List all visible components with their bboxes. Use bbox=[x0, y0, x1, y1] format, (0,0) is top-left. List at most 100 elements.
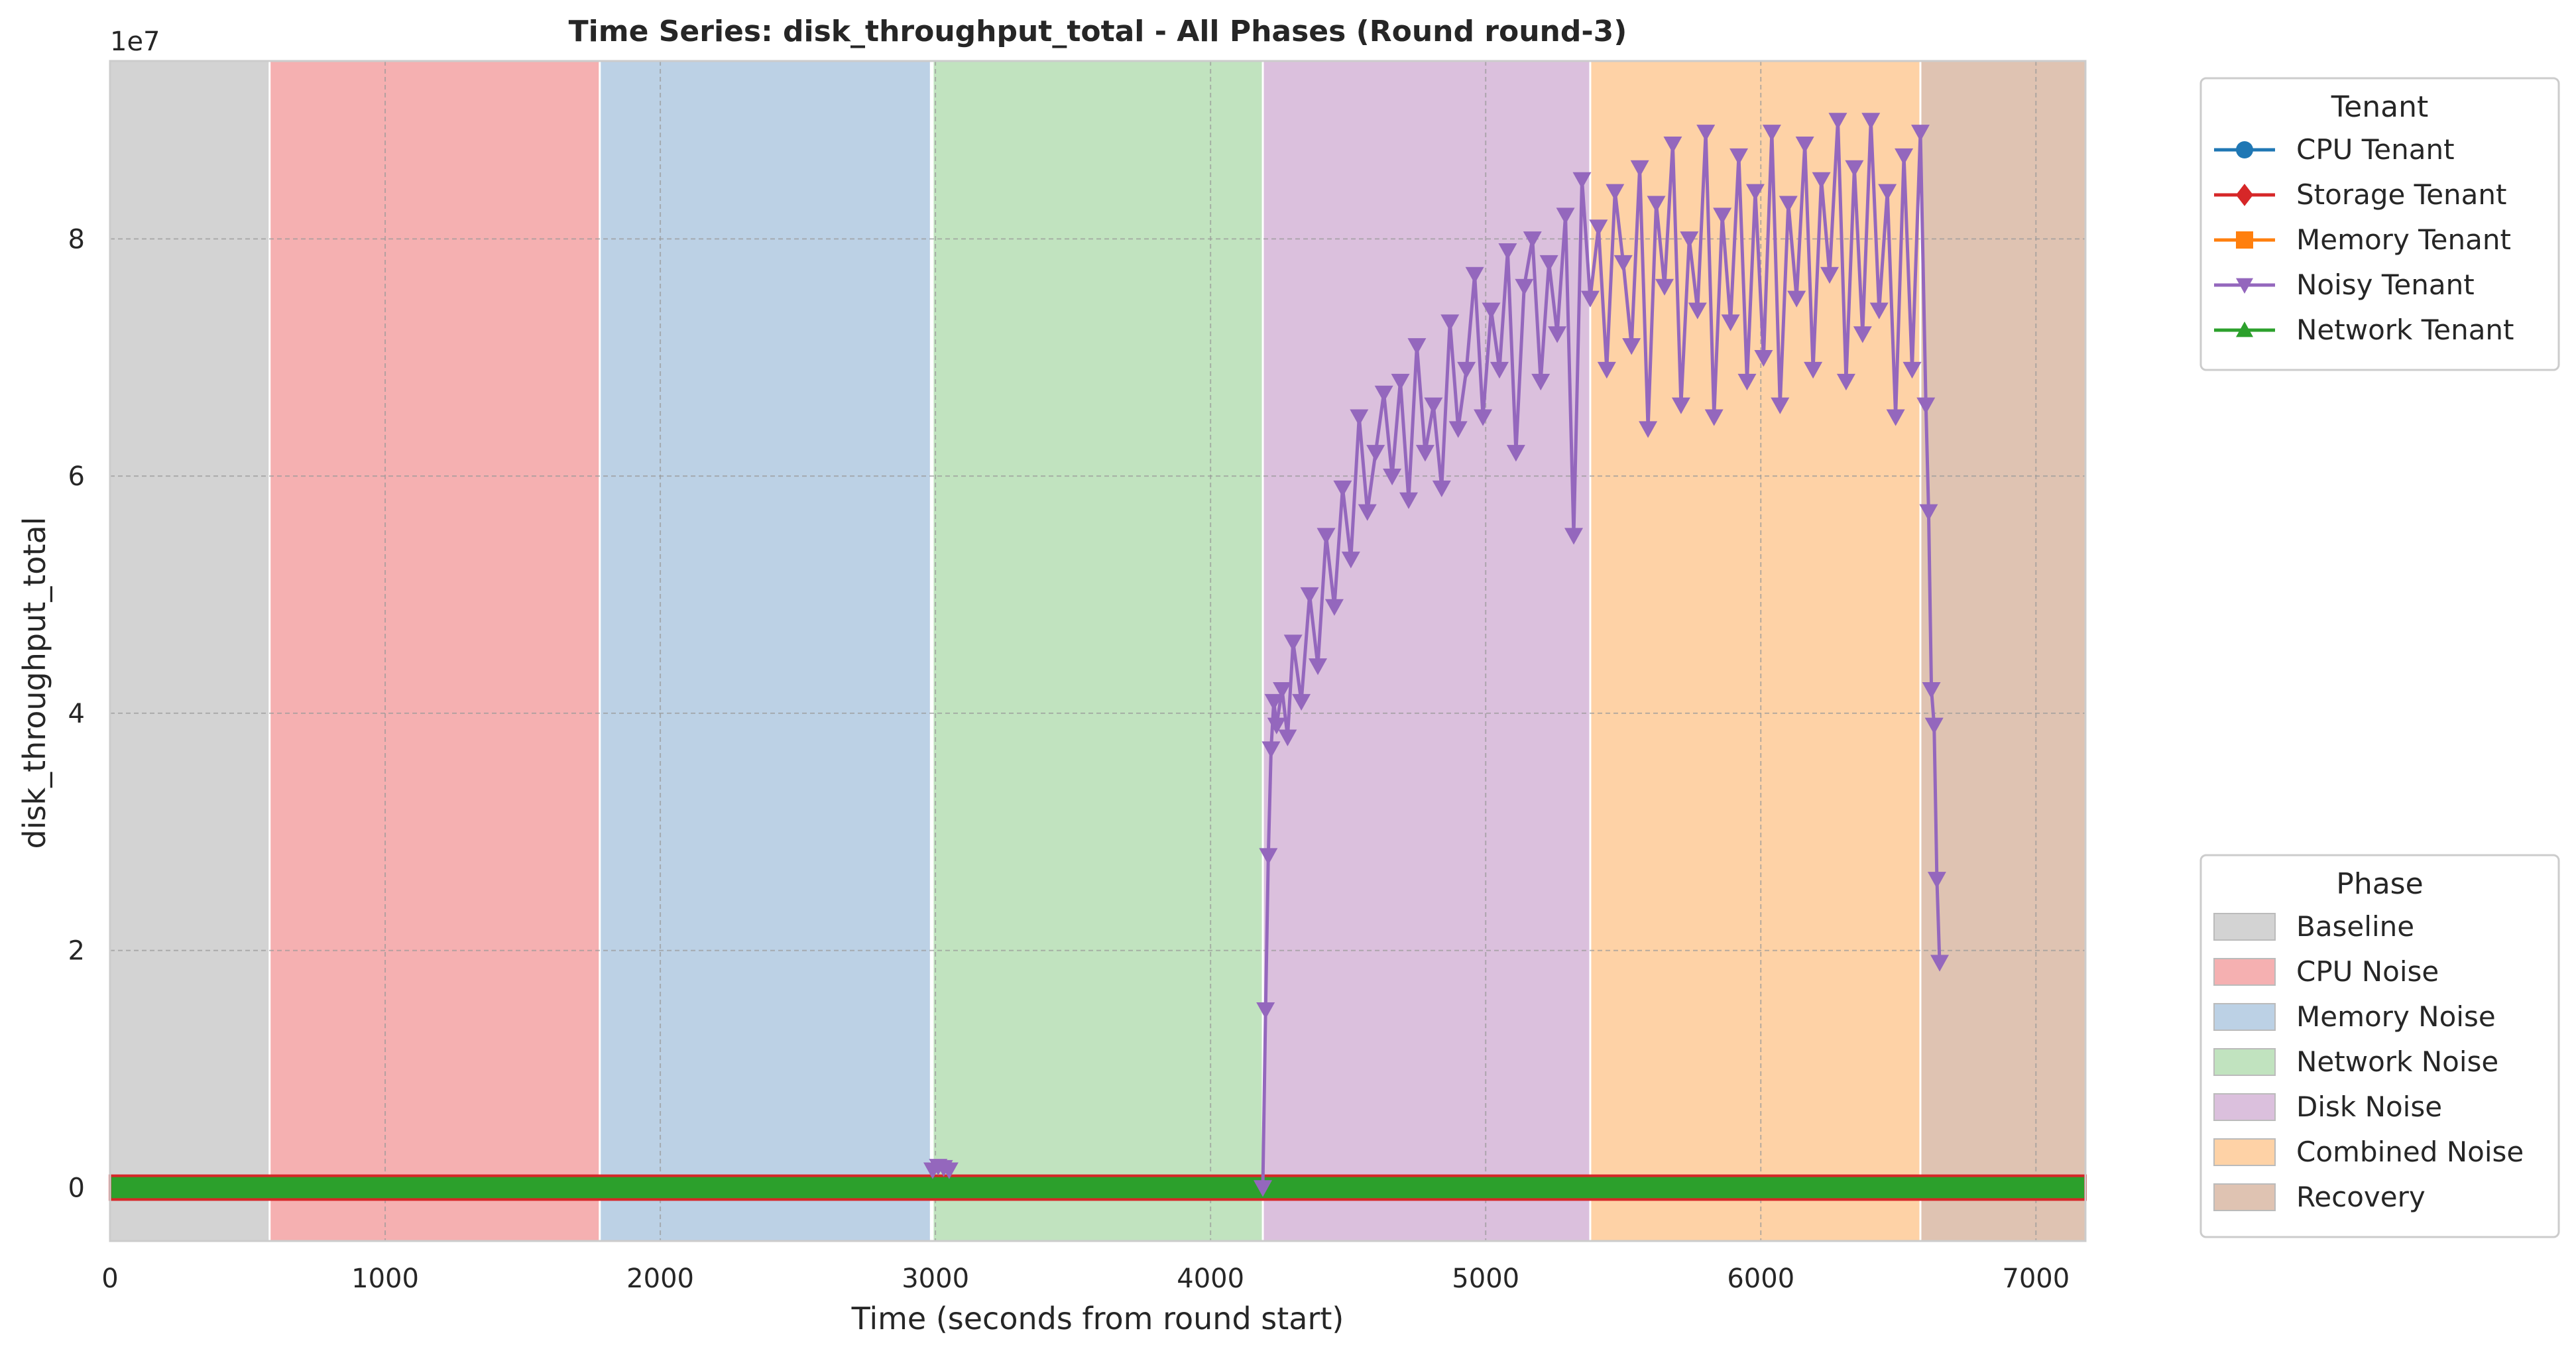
noisy-tenant-point-52 bbox=[1613, 255, 1633, 272]
noisy-tenant-point-94 bbox=[1930, 955, 1950, 972]
noisy-tenant-point-7 bbox=[1261, 741, 1281, 758]
noisy-tenant-point-74 bbox=[1795, 137, 1814, 154]
noisy-tenant-point-36 bbox=[1482, 302, 1501, 320]
noisy-tenant-point-9 bbox=[1267, 717, 1286, 735]
noisy-tenant-point-47 bbox=[1572, 172, 1592, 189]
noisy-tenant-point-22 bbox=[1366, 445, 1385, 462]
plot-frame bbox=[109, 60, 2087, 1242]
noisy-tenant-point-59 bbox=[1671, 397, 1690, 414]
noisy-tenant-point-35 bbox=[1474, 409, 1493, 426]
phase-legend-swatch-3 bbox=[2213, 1048, 2276, 1076]
noisy-tenant-point-17 bbox=[1324, 599, 1344, 616]
phase-legend-label-4: Disk Noise bbox=[2296, 1091, 2442, 1123]
phase-band-4 bbox=[1263, 61, 1590, 1241]
noisy-tenant-point-67 bbox=[1737, 373, 1757, 391]
chart-title: Time Series: disk_throughput_total - All… bbox=[569, 15, 1627, 48]
noisy-tenant-point-92 bbox=[1924, 717, 1944, 735]
noisy-tenant-point-34 bbox=[1465, 266, 1484, 284]
phase-legend-swatch-2 bbox=[2213, 1003, 2276, 1031]
x-tick-label-0: 0 bbox=[101, 1264, 118, 1294]
noisy-tenant-point-12 bbox=[1283, 634, 1303, 652]
noisy-tenant-point-43 bbox=[1539, 255, 1558, 272]
noisy-tenant-point-29 bbox=[1424, 397, 1443, 414]
noisy-tenant-point-33 bbox=[1457, 361, 1476, 379]
phase-legend-box bbox=[2199, 854, 2560, 1238]
noisy-tenant-point-18 bbox=[1333, 480, 1352, 498]
phase-legend-label-6: Recovery bbox=[2296, 1181, 2426, 1213]
noisy-tenant-point-31 bbox=[1440, 314, 1460, 331]
tenant-legend-label-2: Memory Tenant bbox=[2296, 223, 2511, 256]
noisy-tenant-point-82 bbox=[1861, 113, 1881, 130]
y-tick-label-2: 4 bbox=[68, 699, 85, 729]
tenant-legend: Tenant CPU Tenant Storage Tenant Memory Ten… bbox=[2199, 77, 2560, 371]
noisy-tenant-point-76 bbox=[1812, 172, 1831, 189]
noisy-tenant-point-62 bbox=[1696, 125, 1716, 142]
noisy-tenant-point-66 bbox=[1729, 148, 1749, 166]
x-tick-label-4: 4000 bbox=[1177, 1264, 1244, 1294]
phase-legend-title: Phase bbox=[2336, 867, 2423, 901]
series-layer bbox=[109, 113, 2087, 1201]
noisy-tenant-point-54 bbox=[1630, 160, 1649, 178]
noisy-tenant-point-49 bbox=[1589, 219, 1608, 237]
noisy-tenant-point-38 bbox=[1498, 243, 1517, 261]
noisy-tenant-point-32 bbox=[1448, 421, 1468, 438]
phase-band-1 bbox=[269, 61, 600, 1241]
phase-legend-swatch-6 bbox=[2213, 1183, 2276, 1211]
noisy-tenant-point-50 bbox=[1597, 361, 1616, 379]
noisy-tenant-point-21 bbox=[1358, 504, 1377, 521]
noisy-tenant-point-37 bbox=[1490, 361, 1509, 379]
tenant-legend-marker-4 bbox=[2236, 322, 2253, 337]
phase-legend-label-3: Network Noise bbox=[2296, 1045, 2498, 1078]
noisy-tenant-point-80 bbox=[1845, 160, 1864, 178]
tenant-legend-title: Tenant bbox=[2331, 90, 2428, 124]
noisy-tenant-point-93 bbox=[1927, 872, 1946, 889]
tenant-legend-box bbox=[2199, 77, 2560, 371]
noisy-tenant-point-70 bbox=[1762, 125, 1781, 142]
noisy-tenant-point-78 bbox=[1828, 113, 1847, 130]
phase-band-2 bbox=[599, 61, 930, 1241]
tenant-legend-marker-3 bbox=[2236, 278, 2253, 294]
phase-legend: Phase Baseline CPU Noise Memory Noise Networ… bbox=[2199, 854, 2560, 1238]
noisy-tenant-point-14 bbox=[1300, 587, 1319, 605]
series-network-tenant bbox=[109, 1174, 2087, 1201]
noisy-tenant-point-23 bbox=[1374, 385, 1393, 402]
noisy-tenant-point-90 bbox=[1919, 504, 1938, 521]
noisy-tenant-point-85 bbox=[1886, 409, 1905, 426]
phase-band-3 bbox=[932, 61, 1263, 1241]
x-tick-label-1: 1000 bbox=[351, 1264, 419, 1294]
noisy-tenant-point-65 bbox=[1721, 314, 1740, 331]
x-tick-label-6: 6000 bbox=[1727, 1264, 1794, 1294]
tenant-legend-marker-2 bbox=[2236, 231, 2253, 249]
y-tick-label-1: 2 bbox=[68, 936, 85, 967]
phase-legend-swatch-1 bbox=[2213, 958, 2276, 986]
noisy-tenant-point-4 bbox=[1254, 1180, 1273, 1197]
noisy-tenant-point-69 bbox=[1754, 350, 1773, 367]
noisy-tenant-point-61 bbox=[1688, 302, 1707, 320]
phase-band-6 bbox=[1920, 61, 2085, 1241]
noisy-tenant-point-60 bbox=[1680, 231, 1699, 249]
tenant-legend-marker-1 bbox=[2236, 184, 2253, 206]
noisy-tenant-point-3 bbox=[939, 1162, 959, 1179]
tenant-legend-label-0: CPU Tenant bbox=[2296, 133, 2455, 166]
noisy-tenant-point-8 bbox=[1264, 693, 1283, 711]
noisy-tenant-point-63 bbox=[1704, 409, 1724, 426]
noisy-tenant-point-44 bbox=[1548, 326, 1567, 343]
noisy-tenant-point-51 bbox=[1606, 184, 1625, 201]
noisy-tenant-point-27 bbox=[1407, 338, 1427, 355]
phase-legend-label-1: CPU Noise bbox=[2296, 955, 2439, 988]
phase-legend-swatch-5 bbox=[2213, 1138, 2276, 1166]
noisy-tenant-point-48 bbox=[1580, 290, 1600, 308]
noisy-tenant-point-86 bbox=[1895, 148, 1914, 166]
noisy-tenant-point-24 bbox=[1383, 468, 1402, 486]
noisy-tenant-point-19 bbox=[1341, 552, 1360, 569]
noisy-tenant-point-25 bbox=[1391, 373, 1410, 391]
noisy-tenant-point-57 bbox=[1655, 278, 1674, 296]
phase-band-5 bbox=[1590, 61, 1920, 1241]
x-tick-label-3: 3000 bbox=[902, 1264, 969, 1294]
x-tick-label-5: 5000 bbox=[1452, 1264, 1519, 1294]
phase-legend-label-0: Baseline bbox=[2296, 910, 2414, 943]
noisy-tenant-point-81 bbox=[1853, 326, 1872, 343]
noisy-tenant-point-73 bbox=[1787, 290, 1806, 308]
tenant-legend-label-4: Network Tenant bbox=[2296, 314, 2514, 346]
